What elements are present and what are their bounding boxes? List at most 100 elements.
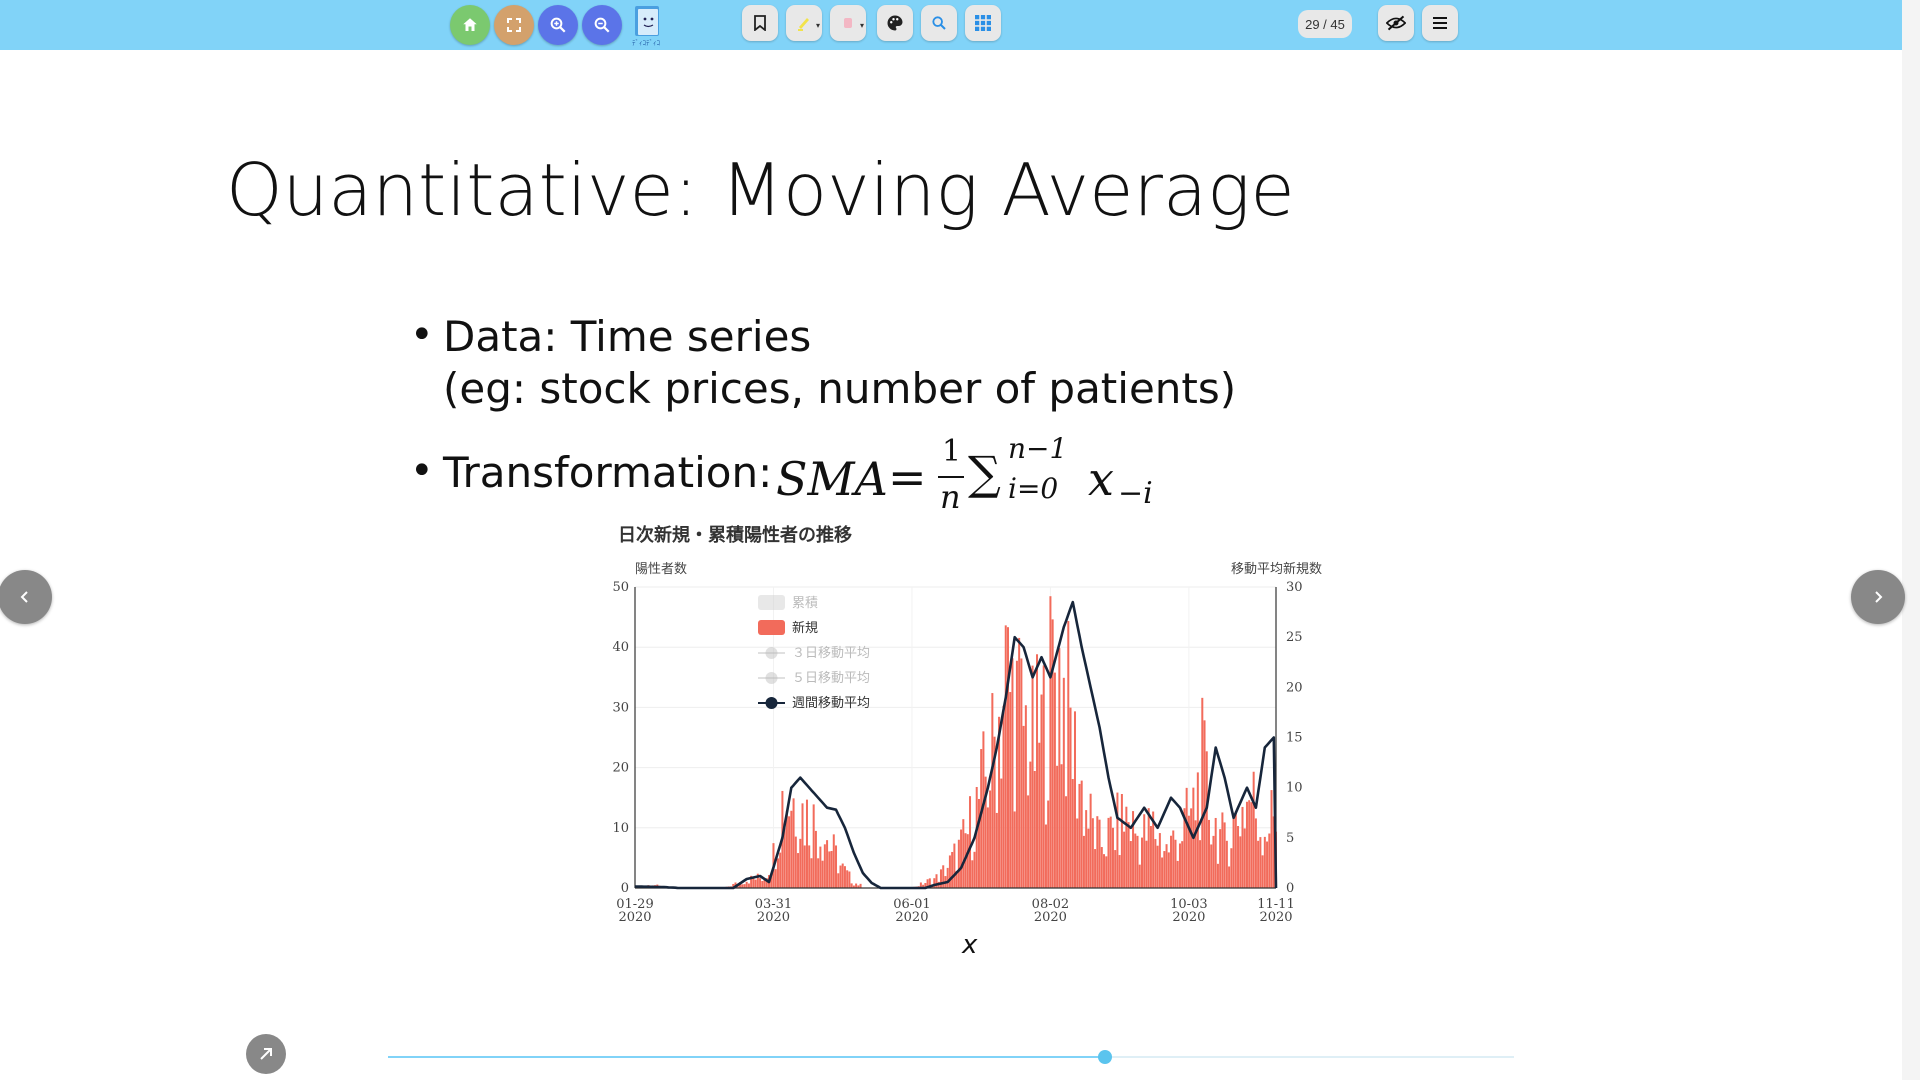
bar: [1234, 811, 1237, 888]
bar: [919, 882, 922, 888]
bar: [1199, 840, 1202, 888]
y-tick-label-left: 40: [612, 640, 629, 655]
page-progress-fill: [388, 1056, 1105, 1058]
bar: [1109, 816, 1112, 888]
chart-lines: [635, 600, 1278, 890]
bar: [1230, 848, 1233, 888]
bar: [1098, 819, 1101, 888]
bar: [812, 804, 815, 888]
y-tick-label-right: 30: [1286, 580, 1303, 595]
bar: [799, 838, 802, 888]
bar: [817, 858, 820, 888]
hide-toolbar-button[interactable]: [1378, 5, 1414, 41]
eraser-button[interactable]: ▾: [830, 5, 866, 41]
menu-button[interactable]: [1422, 5, 1458, 41]
bar: [823, 844, 826, 888]
formula-equals: =: [888, 450, 927, 504]
x-tick-label: 10-03: [1170, 897, 1207, 912]
y-tick-label-left: 10: [612, 821, 629, 836]
bar: [1116, 792, 1119, 888]
chart-ticks: 0102030405005101520253001-29202003-31202…: [612, 580, 1302, 925]
search-button[interactable]: [921, 5, 957, 41]
page-scrollbar[interactable]: [1902, 0, 1920, 1080]
bar: [1156, 845, 1159, 888]
bar: [1185, 787, 1188, 888]
bar: [995, 812, 998, 888]
home-button[interactable]: [450, 5, 490, 45]
x-tick-year-label: 2020: [1259, 910, 1292, 925]
bar: [942, 865, 945, 888]
app-logo[interactable]: ﾃﾞｨｺﾃﾞｨｺ: [630, 3, 666, 47]
bar: [1015, 660, 1018, 888]
bar: [1149, 826, 1152, 888]
bar: [966, 834, 969, 888]
formula-frac-num: 1: [942, 434, 962, 469]
bar: [984, 776, 987, 888]
bar: [1125, 806, 1128, 888]
bar: [821, 860, 824, 888]
bar: [962, 819, 965, 888]
bar: [951, 851, 954, 888]
prev-page-button[interactable]: [0, 570, 52, 624]
eraser-dropdown-caret[interactable]: ▾: [859, 21, 864, 30]
bar: [1111, 827, 1114, 888]
highlighter-dropdown-caret[interactable]: ▾: [815, 21, 820, 30]
bar: [846, 870, 849, 888]
legend-swatch-bar: [758, 620, 785, 635]
page-progress-bar[interactable]: [388, 1050, 1514, 1064]
page-indicator[interactable]: 29 / 45: [1298, 10, 1352, 38]
bar: [857, 885, 860, 888]
bar: [1018, 637, 1021, 888]
zoom-out-button[interactable]: [582, 5, 622, 45]
bar: [1127, 822, 1130, 888]
grid-icon: [975, 15, 991, 31]
bar: [839, 865, 842, 888]
bar: [939, 869, 942, 888]
share-button[interactable]: [246, 1034, 286, 1074]
bar: [1013, 811, 1016, 888]
legend-swatch-bar: [758, 595, 785, 610]
highlighter-icon: [798, 18, 809, 31]
x-tick-label: 03-31: [755, 897, 792, 912]
bar: [848, 871, 851, 888]
palette-icon: [887, 15, 903, 31]
y-tick-label-left: 50: [612, 580, 629, 595]
bar: [779, 852, 782, 888]
bar: [1105, 856, 1108, 888]
bar: [808, 845, 811, 888]
bar: [776, 858, 779, 888]
chart-title: 日次新規・累積陽性者の推移: [618, 524, 852, 546]
bar: [1033, 770, 1036, 888]
fullscreen-button[interactable]: [494, 5, 534, 45]
bar: [785, 810, 788, 888]
bar: [828, 851, 831, 888]
bar: [1176, 860, 1179, 888]
palette-button[interactable]: [877, 5, 913, 41]
bookmark-button[interactable]: [742, 5, 778, 41]
page-progress-knob[interactable]: [1097, 1050, 1112, 1064]
bar: [1239, 836, 1242, 888]
bar: [1152, 811, 1155, 888]
bar: [792, 798, 795, 888]
bar: [982, 731, 985, 888]
zoom-in-button[interactable]: [538, 5, 578, 45]
bar: [1261, 855, 1264, 888]
legend-label: ５日移動平均: [792, 671, 870, 686]
bar: [960, 829, 963, 888]
grid-view-button[interactable]: [965, 5, 1001, 41]
bar: [1212, 835, 1215, 888]
bar: [1266, 841, 1269, 888]
next-page-button[interactable]: [1851, 570, 1905, 624]
zoom-out-icon: [594, 17, 610, 33]
formula-frac-den: n: [940, 478, 961, 516]
highlighter-button[interactable]: ▾: [786, 5, 822, 41]
bar: [1096, 816, 1099, 888]
bar: [1060, 764, 1063, 888]
bar: [1020, 658, 1023, 888]
bar: [756, 873, 759, 888]
y-tick-label-left: 0: [621, 881, 629, 896]
bar: [1163, 851, 1166, 888]
x-tick-label: 01-29: [616, 897, 653, 912]
bar: [1167, 852, 1170, 888]
x-tick-label: 06-01: [893, 897, 930, 912]
